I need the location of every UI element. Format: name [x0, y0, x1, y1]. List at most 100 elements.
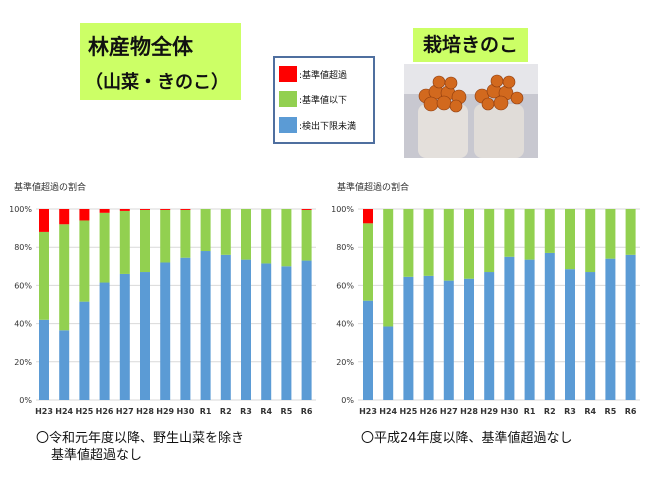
x-tick-label: R1	[524, 407, 536, 416]
y-tick-label: 40%	[14, 320, 32, 329]
bar-segment	[544, 252, 555, 400]
legend-label: :検出下限未満	[299, 121, 357, 132]
x-tick-label: R3	[240, 407, 252, 416]
bar-segment	[39, 319, 49, 400]
bar-segment	[504, 256, 515, 400]
bar-segment	[423, 209, 434, 276]
bar-segment	[160, 209, 171, 210]
bar-segment	[363, 209, 373, 224]
bar-segment	[180, 209, 191, 258]
bar-segment	[261, 263, 272, 400]
bar-segment	[524, 209, 535, 260]
legend-label: :基準値超過	[299, 70, 348, 81]
bar-segment	[281, 209, 292, 267]
bar-segment	[423, 275, 434, 400]
bar-segment	[59, 209, 70, 225]
bar-segment	[79, 301, 90, 400]
y-tick-label: 20%	[336, 358, 354, 367]
x-tick-label: H26	[96, 407, 114, 416]
bar-segment	[180, 209, 191, 210]
main-title: 林産物全体	[88, 35, 193, 59]
bar-segment	[79, 220, 90, 302]
x-tick-label: H23	[35, 407, 53, 416]
bar-segment	[585, 272, 596, 400]
x-tick-label: H23	[359, 407, 377, 416]
bar-segment	[484, 272, 495, 400]
bar-segment	[565, 209, 575, 270]
bar-segment	[544, 209, 555, 253]
bar-segment	[383, 326, 394, 400]
bar-segment	[565, 269, 575, 400]
bar-segment	[301, 260, 312, 400]
y-tick-label: 80%	[14, 243, 32, 252]
bar-segment	[261, 209, 272, 264]
x-tick-label: H30	[500, 407, 518, 416]
bar-segment	[585, 209, 596, 273]
y-tick-label: 60%	[14, 281, 32, 290]
bar-segment	[281, 266, 292, 400]
bar-segment	[403, 276, 414, 400]
x-tick-label: H24	[379, 407, 397, 416]
bar-segment	[605, 258, 616, 400]
x-tick-label: R4	[584, 407, 596, 416]
chart-title: 基準値超過の割合	[337, 181, 409, 193]
bar-segment	[484, 209, 495, 273]
x-tick-label: R3	[564, 407, 576, 416]
x-tick-label: R5	[281, 407, 293, 416]
x-tick-label: H26	[420, 407, 438, 416]
bar-segment	[59, 330, 70, 400]
note-right: 〇平成24年度以降、基準値超過なし	[361, 431, 573, 446]
bar-segment	[160, 209, 171, 263]
bar-segment	[241, 259, 251, 400]
y-tick-label: 0%	[19, 396, 32, 405]
y-tick-label: 100%	[331, 205, 354, 214]
x-tick-label: H24	[55, 407, 73, 416]
bar-segment	[220, 209, 231, 255]
legend-item-undetected: :検出下限未満	[279, 117, 356, 133]
bar-segment	[301, 209, 312, 261]
y-tick-label: 0%	[341, 396, 354, 405]
legend-item-exceed: :基準値超過	[279, 66, 347, 82]
x-tick-label: H28	[460, 407, 478, 416]
bar-segment	[119, 210, 130, 274]
legend-swatch-green	[279, 91, 297, 107]
y-tick-label: 60%	[336, 281, 354, 290]
y-tick-label: 100%	[9, 205, 32, 214]
x-tick-label: R1	[200, 407, 212, 416]
bar-segment	[625, 209, 636, 255]
bar-segment	[625, 254, 636, 400]
bar-segment	[39, 231, 49, 320]
x-tick-label: H28	[136, 407, 154, 416]
note-left-line2: 基準値超過なし	[51, 448, 143, 463]
bar-segment	[443, 280, 454, 400]
cultivated-mushroom-title: 栽培きのこ	[413, 28, 528, 62]
y-tick-label: 80%	[336, 243, 354, 252]
legend-swatch-blue	[279, 117, 297, 133]
bar-segment	[140, 209, 150, 273]
x-tick-label: R6	[301, 407, 313, 416]
bar-segment	[140, 272, 150, 400]
chart-title: 基準値超過の割合	[14, 181, 86, 193]
bar-segment	[220, 254, 231, 400]
bar-segment	[383, 209, 394, 327]
x-tick-label: R6	[625, 407, 637, 416]
note-left-line1: 〇令和元年度以降、野生山菜を除き	[36, 431, 245, 446]
bar-segment	[99, 212, 110, 283]
bar-segment	[241, 209, 251, 260]
x-tick-label: H27	[116, 407, 134, 416]
x-tick-label: H29	[156, 407, 174, 416]
bar-segment	[99, 209, 110, 213]
main-subtitle: （山菜・きのこ）	[85, 72, 229, 93]
bar-segment	[140, 209, 150, 210]
bar-segment	[160, 262, 171, 400]
bar-segment	[99, 282, 110, 400]
bar-segment	[464, 209, 474, 279]
bar-segment	[301, 209, 312, 210]
bar-segment	[59, 224, 70, 331]
y-tick-label: 20%	[14, 358, 32, 367]
legend-label: :基準値以下	[299, 95, 348, 106]
bar-segment	[504, 209, 515, 257]
